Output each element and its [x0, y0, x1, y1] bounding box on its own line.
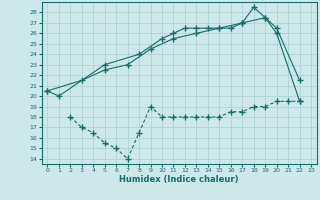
X-axis label: Humidex (Indice chaleur): Humidex (Indice chaleur): [119, 175, 239, 184]
